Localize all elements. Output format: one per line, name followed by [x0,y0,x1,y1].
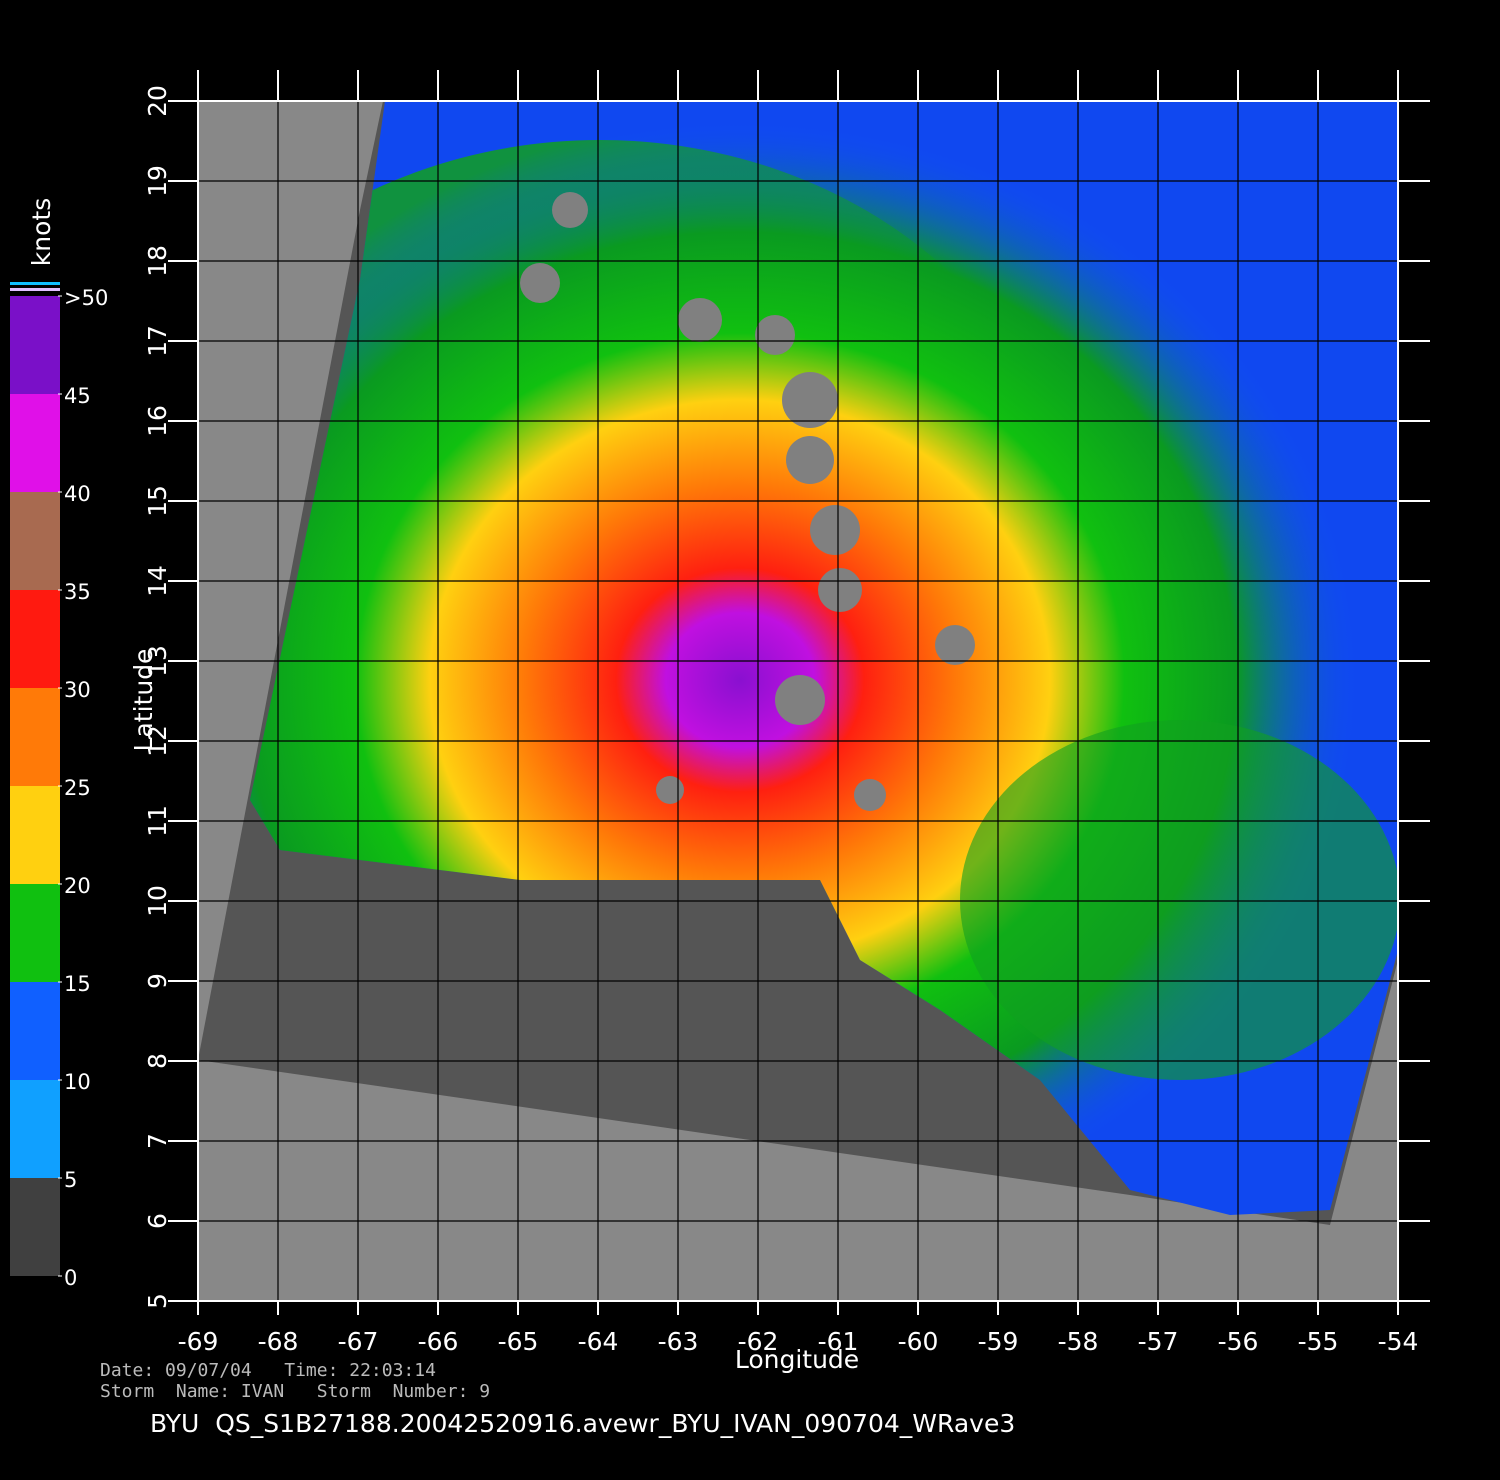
colorbar-segment [10,1178,60,1276]
x-tick-label: -59 [978,1327,1019,1356]
y-tick-label: 10 [143,885,172,917]
map-frame [197,100,1399,1302]
y-axis-label: Latitude [129,649,158,752]
colorbar-label: 45 [64,384,91,408]
y-tick-label: 5 [143,1293,172,1309]
x-tick-label: -58 [1058,1327,1099,1356]
colorbar-label: 0 [64,1266,77,1290]
x-tick-label: -61 [818,1327,859,1356]
y-tick-label: 20 [143,85,172,117]
colorbar-label: 15 [64,972,91,996]
colorbar-segment [10,884,60,982]
x-tick-label: -65 [498,1327,539,1356]
x-tick-label: -56 [1218,1327,1259,1356]
y-tick-label: 9 [143,973,172,989]
islands [520,192,975,811]
x-tick-label: -68 [258,1327,299,1356]
colorbar-segment [10,394,60,492]
y-tick-label: 11 [143,805,172,837]
x-tick-label: -63 [658,1327,699,1356]
x-tick-label: -54 [1378,1327,1419,1356]
y-tick-label: 7 [143,1133,172,1149]
colorbar-label: >50 [64,286,108,310]
colorbar-label: 25 [64,776,91,800]
grid [197,100,1399,1302]
colorbar-segment [10,492,60,590]
colorbar-cap [10,282,60,285]
x-tick-label: -66 [418,1327,459,1356]
x-tick-label: -62 [738,1327,779,1356]
colorbar-cap [10,288,60,291]
colorbar-segment [10,296,60,394]
footer-date: Date: 09/07/04 Time: 22:03:14 [100,1360,436,1381]
y-tick-label: 19 [143,165,172,197]
x-tick-label: -64 [578,1327,619,1356]
colorbar-label: 35 [64,580,91,604]
y-tick-label: 13 [143,645,172,677]
y-tick-label: 14 [143,565,172,597]
colorbar-segment [10,982,60,1080]
map-area [197,100,1399,1302]
colorbar-label: 40 [64,482,91,506]
colorbar-label: 30 [64,678,91,702]
colorbar: >50 45 40 35 30 25 20 15 10 5 0 [10,286,108,1290]
colorbar-title: knots [27,198,56,266]
y-tick-label: 15 [143,485,172,517]
y-tick-label: 12 [143,725,172,757]
colorbar-segment [10,590,60,688]
x-tick-label: -60 [898,1327,939,1356]
colorbar-segment [10,786,60,884]
x-tick-label: -67 [338,1327,379,1356]
colorbar-label: 20 [64,874,91,898]
colorbar-segment [10,688,60,786]
x-tick-label: -55 [1298,1327,1339,1356]
wind-region [960,720,1398,1080]
footer-storm: Storm Name: IVAN Storm Number: 9 [100,1381,490,1402]
y-tick-label: 8 [143,1053,172,1069]
y-tick-label: 18 [143,245,172,277]
y-tick-label: 17 [143,325,172,357]
x-tick-label: -57 [1138,1327,1179,1356]
x-tick-label: -69 [178,1327,219,1356]
y-tick-label: 6 [143,1213,172,1229]
x-axis-label: Longitude [735,1345,859,1374]
colorbar-label: 5 [64,1168,77,1192]
colorbar-label: 10 [64,1070,91,1094]
y-tick-label: 16 [143,405,172,437]
footer-file: BYU QS_S1B27188.20042520916.avewr_BYU_IV… [150,1409,1015,1438]
colorbar-segment [10,1080,60,1178]
